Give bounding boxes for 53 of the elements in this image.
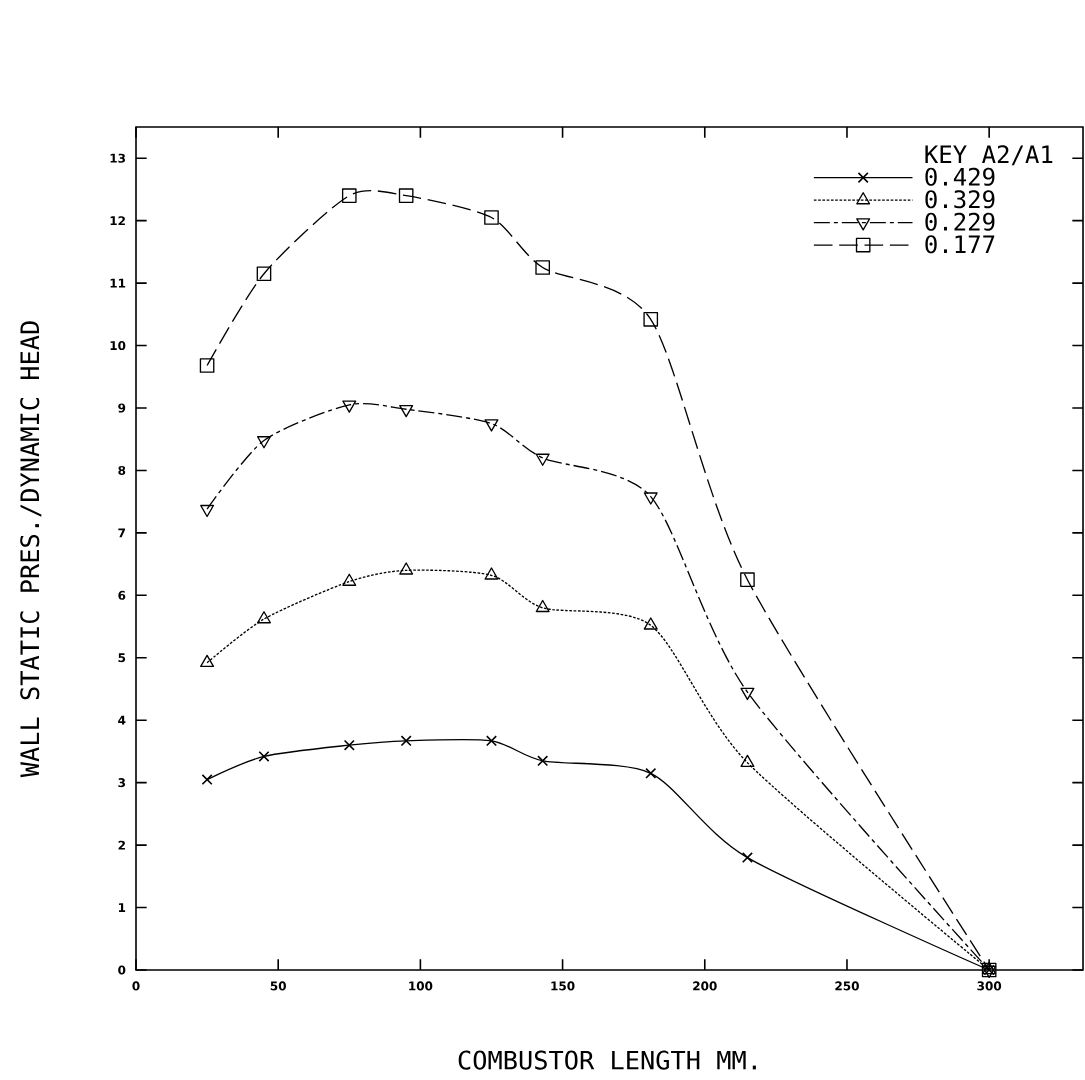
point xyxy=(535,260,551,275)
legend-label: 0.229 xyxy=(925,212,995,231)
y-axis-title: WALL STATIC PRES./DYNAMIC HEAD xyxy=(20,321,42,778)
point xyxy=(256,611,271,624)
y-tick-label: 10 xyxy=(110,341,126,351)
point xyxy=(643,492,658,505)
y-tick-label: 6 xyxy=(118,590,126,600)
legend-title: KEY A2/A1 xyxy=(925,145,1053,166)
y-tick-label: 9 xyxy=(118,403,126,413)
point xyxy=(740,687,755,701)
x-tick-label: 100 xyxy=(409,981,433,991)
x-axis-title: COMBUSTOR LENGTH MM. xyxy=(458,1050,756,1070)
point xyxy=(256,266,272,282)
y-tick-label: 8 xyxy=(118,465,126,475)
point xyxy=(535,453,550,466)
point xyxy=(400,735,412,747)
y-tick-label: 4 xyxy=(118,715,126,725)
y-tick-label: 0 xyxy=(118,965,126,975)
y-tick-label: 7 xyxy=(118,528,126,538)
point xyxy=(200,504,215,518)
x-tick-label: 50 xyxy=(270,981,286,991)
point xyxy=(342,400,357,413)
y-tick-label: 2 xyxy=(118,840,125,850)
y-tick-label: 3 xyxy=(118,778,126,788)
point xyxy=(343,739,355,751)
point xyxy=(341,188,357,204)
y-tick-label: 5 xyxy=(118,653,126,663)
point xyxy=(256,436,271,449)
point xyxy=(741,852,753,864)
x-tick-label: 200 xyxy=(693,981,717,991)
point xyxy=(398,188,414,204)
x-tick-label: 300 xyxy=(977,981,1002,991)
legend-label: 0.429 xyxy=(925,167,995,186)
point xyxy=(740,572,755,588)
point xyxy=(258,750,270,762)
point xyxy=(201,774,213,786)
y-tick-label: 12 xyxy=(110,216,125,226)
point xyxy=(399,404,414,418)
y-tick-label: 11 xyxy=(110,278,126,288)
point xyxy=(645,767,657,779)
point xyxy=(643,311,659,327)
x-tick-label: 0 xyxy=(132,981,140,991)
legend-label: 0.177 xyxy=(925,235,995,254)
legend-label: 0.329 xyxy=(925,190,995,209)
y-tick-label: 13 xyxy=(110,153,126,163)
point xyxy=(199,358,215,373)
point xyxy=(484,210,499,225)
x-tick-label: 250 xyxy=(835,981,859,991)
y-tick-label: 1 xyxy=(118,903,126,912)
x-tick-label: 150 xyxy=(551,981,575,991)
point xyxy=(537,755,549,767)
point xyxy=(484,419,499,432)
point xyxy=(485,735,497,747)
